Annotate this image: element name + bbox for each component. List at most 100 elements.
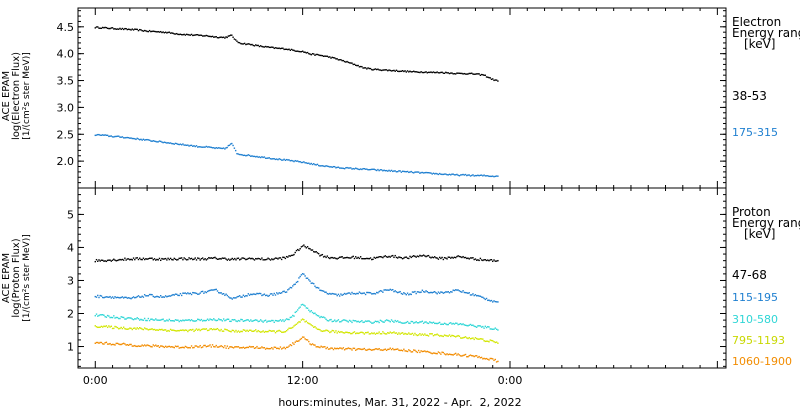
proton-point	[220, 319, 222, 321]
electron-point	[327, 165, 330, 168]
electron-point	[198, 146, 200, 148]
proton-point	[213, 257, 215, 259]
proton-point	[338, 347, 341, 349]
electron-point	[276, 158, 278, 160]
electron-point	[250, 155, 252, 157]
proton-point	[209, 318, 211, 320]
proton-point	[320, 289, 322, 292]
proton-point	[348, 319, 351, 322]
electron-point	[382, 69, 384, 71]
proton-point	[213, 318, 215, 320]
proton-point	[361, 348, 363, 351]
proton-point	[153, 319, 156, 321]
proton-point	[142, 328, 145, 331]
proton-point	[157, 329, 159, 331]
proton-point	[187, 347, 189, 349]
proton-point	[242, 294, 245, 296]
proton-point	[458, 255, 461, 258]
electron-point	[136, 28, 138, 31]
proton-point	[131, 259, 134, 261]
proton-point	[393, 349, 395, 351]
proton-point	[430, 352, 432, 354]
electron-point	[378, 69, 380, 71]
proton-point	[293, 315, 295, 317]
proton-point	[474, 337, 477, 339]
proton-point	[194, 329, 196, 331]
proton-point	[215, 257, 217, 260]
proton-point	[478, 355, 480, 358]
proton-point	[108, 325, 110, 327]
proton-point	[251, 346, 253, 348]
electron-point	[401, 70, 404, 72]
proton-point	[413, 322, 415, 324]
proton-point	[351, 349, 353, 351]
proton-point	[247, 319, 250, 321]
proton-point	[110, 344, 113, 346]
proton-point	[421, 350, 424, 353]
proton-point	[193, 258, 195, 260]
electron-point	[262, 46, 264, 48]
electron-point	[415, 171, 417, 173]
proton-point	[276, 347, 278, 350]
proton-point	[353, 257, 356, 260]
proton-point	[211, 328, 214, 331]
electron-point	[108, 135, 110, 138]
proton-point	[299, 306, 301, 308]
proton-point	[431, 322, 433, 324]
proton-point	[494, 358, 497, 361]
electron-point	[130, 137, 132, 139]
proton-point	[351, 332, 353, 335]
proton-point	[305, 320, 308, 322]
proton-point	[371, 293, 373, 295]
proton-point	[279, 319, 282, 321]
proton-point	[115, 342, 117, 345]
electron-point	[403, 170, 405, 173]
proton-point	[280, 331, 283, 333]
proton-point	[406, 320, 409, 323]
proton-point	[222, 257, 225, 260]
proton-point	[435, 257, 437, 259]
proton-point	[388, 332, 390, 334]
proton-point	[408, 332, 410, 334]
proton-point	[356, 257, 358, 259]
proton-point	[257, 292, 259, 295]
proton-point	[416, 322, 419, 324]
electron-point	[167, 31, 169, 34]
electron-point	[253, 155, 256, 158]
proton-point	[314, 285, 316, 287]
proton-point	[350, 347, 352, 350]
proton-point	[288, 327, 290, 329]
proton-point	[448, 292, 451, 294]
proton-point	[484, 325, 487, 328]
electron-point	[417, 171, 420, 173]
proton-point	[338, 321, 341, 323]
electron-point	[220, 36, 222, 38]
proton-point	[285, 346, 288, 349]
x-axis: 0:00 12:00 0:00	[83, 374, 522, 387]
proton-point	[454, 336, 457, 338]
proton-point	[215, 319, 217, 322]
proton-point	[297, 248, 299, 251]
electron-point	[210, 146, 213, 149]
proton-point	[468, 292, 470, 294]
proton-point	[266, 321, 268, 323]
proton-point	[126, 317, 129, 319]
proton-point	[405, 321, 408, 324]
electron-point	[325, 165, 327, 167]
proton-point	[316, 314, 319, 317]
electron-point	[234, 39, 237, 41]
electron-point	[478, 73, 480, 75]
proton-point	[404, 332, 406, 335]
proton-point	[313, 344, 315, 346]
proton-point	[177, 319, 179, 321]
proton-point	[99, 294, 101, 297]
electron-point	[151, 30, 153, 33]
proton-point	[105, 316, 108, 318]
proton-point	[306, 246, 309, 248]
proton-point	[319, 289, 321, 291]
proton-point	[187, 330, 189, 333]
proton-point	[454, 322, 457, 324]
proton-point	[329, 319, 331, 321]
electron-point	[454, 73, 457, 75]
proton-point	[292, 314, 294, 317]
